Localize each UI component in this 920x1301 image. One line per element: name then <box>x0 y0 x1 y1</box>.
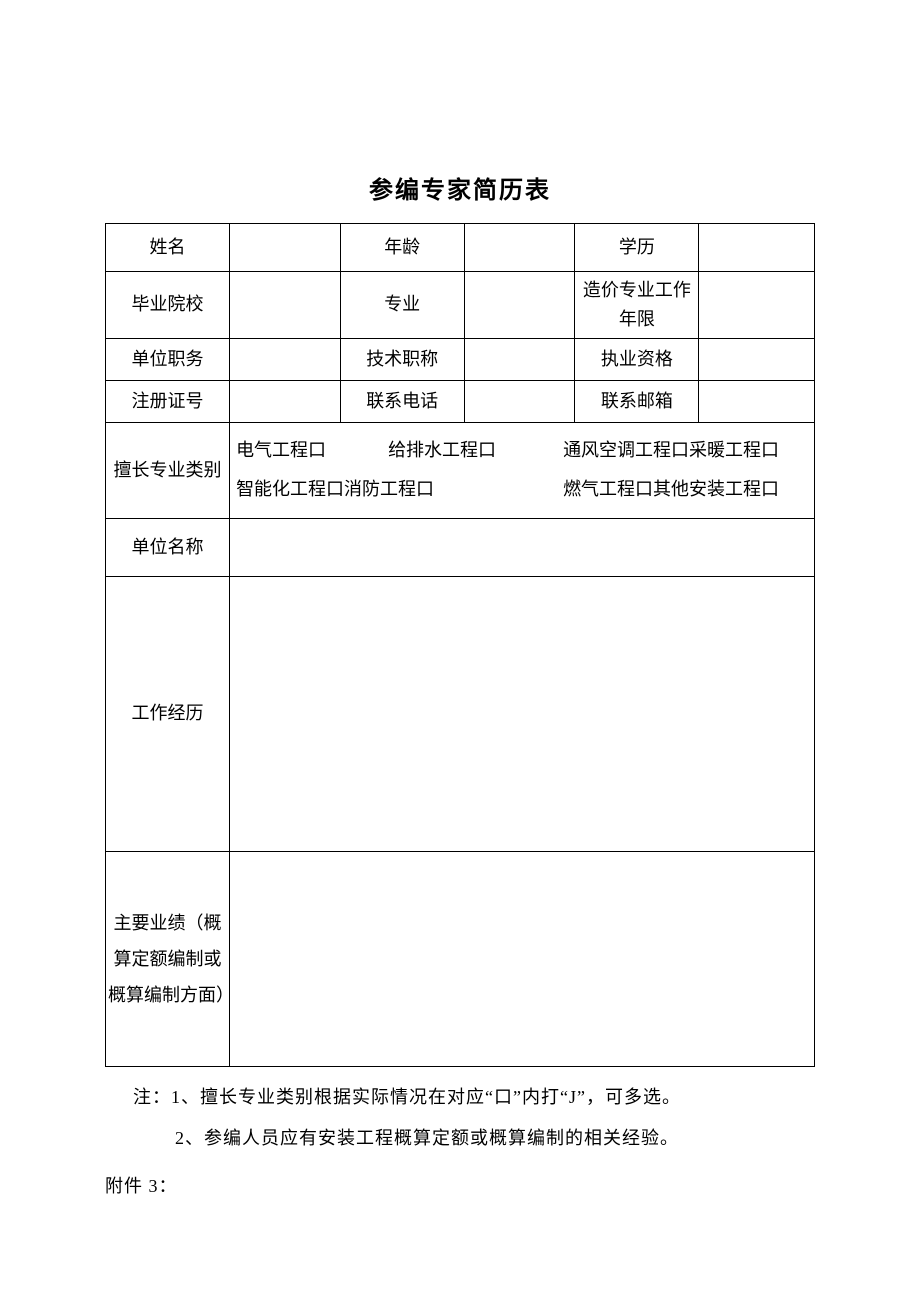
value-major <box>464 272 575 339</box>
value-school <box>230 272 341 339</box>
value-unit-name <box>230 518 815 576</box>
cat-electrical: 电气工程口 <box>236 431 388 471</box>
label-work-exp: 工作经历 <box>106 576 230 851</box>
label-position: 单位职务 <box>106 338 230 380</box>
value-achievements <box>230 851 815 1066</box>
label-school: 毕业院校 <box>106 272 230 339</box>
value-education <box>699 224 815 272</box>
cat-hvac: 通风空调工程口采暖工程口 <box>563 431 808 471</box>
label-education: 学历 <box>575 224 699 272</box>
label-age: 年龄 <box>340 224 464 272</box>
note-1: 注：1、擅长专业类别根据实际情况在对应“口”内打“J”，可多选。 <box>133 1077 815 1118</box>
value-category: 电气工程口 给排水工程口 通风空调工程口采暖工程口 智能化工程口消防工程口 燃气… <box>230 422 815 518</box>
value-reg-no <box>230 380 341 422</box>
cat-drainage: 给排水工程口 <box>388 431 563 471</box>
value-name <box>230 224 341 272</box>
value-qualification <box>699 338 815 380</box>
value-tech-title <box>464 338 575 380</box>
attachment-label: 附件 3： <box>105 1172 815 1198</box>
value-phone <box>464 380 575 422</box>
label-achievements: 主要业绩（概算定额编制或概算编制方面） <box>106 851 230 1066</box>
value-position <box>230 338 341 380</box>
note-2: 2、参编人员应有安装工程概算定额或概算编制的相关经验。 <box>133 1118 815 1159</box>
label-tech-title: 技术职称 <box>340 338 464 380</box>
label-phone: 联系电话 <box>340 380 464 422</box>
label-reg-no: 注册证号 <box>106 380 230 422</box>
notes-section: 注：1、擅长专业类别根据实际情况在对应“口”内打“J”，可多选。 2、参编人员应… <box>105 1077 815 1160</box>
value-work-exp <box>230 576 815 851</box>
label-qualification: 执业资格 <box>575 338 699 380</box>
cat-gas: 燃气工程口其他安装工程口 <box>563 470 808 510</box>
value-age <box>464 224 575 272</box>
label-email: 联系邮箱 <box>575 380 699 422</box>
value-cost-years <box>699 272 815 339</box>
label-unit-name: 单位名称 <box>106 518 230 576</box>
value-email <box>699 380 815 422</box>
cat-intelligent: 智能化工程口消防工程口 <box>236 470 563 510</box>
label-cost-years: 造价专业工作年限 <box>575 272 699 339</box>
doc-title: 参编专家简历表 <box>105 170 815 205</box>
label-major: 专业 <box>340 272 464 339</box>
resume-table: 姓名 年龄 学历 毕业院校 专业 造价专业工作年限 单位职务 技术职称 执业资格… <box>105 223 815 1067</box>
label-category: 擅长专业类别 <box>106 422 230 518</box>
label-name: 姓名 <box>106 224 230 272</box>
